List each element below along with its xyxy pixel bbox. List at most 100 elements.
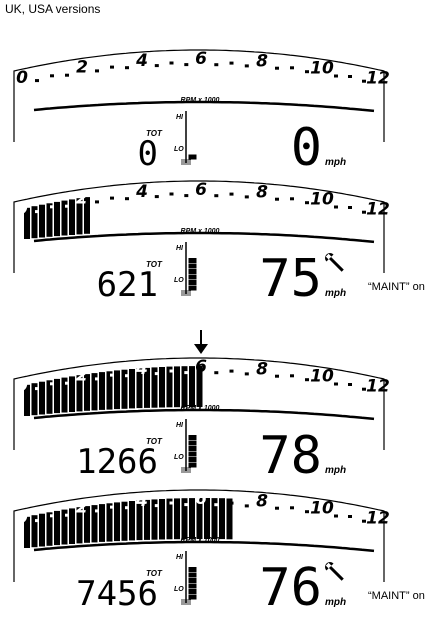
- rpm-bar-segment: [69, 376, 75, 412]
- rpm-tick-label: 4: [135, 51, 148, 71]
- rpm-bar-segment: [196, 366, 203, 407]
- rpm-tick-label: 8: [256, 51, 268, 71]
- rpm-bar-segment: [174, 366, 180, 408]
- rpm-tick-dot: [305, 201, 309, 205]
- rpm-bar-segment: [76, 507, 83, 544]
- rpm-bar-segment: [129, 501, 135, 541]
- temp-segment: [188, 567, 197, 572]
- temp-segment: [189, 253, 196, 257]
- rpm-tick-label: 10: [310, 498, 334, 518]
- rpm-tick-dot: [229, 192, 234, 196]
- tot-label: TOT: [146, 129, 163, 138]
- rpm-tick-label: 12: [366, 377, 390, 397]
- rpm-bar-segment: [61, 377, 68, 413]
- rpm-bar-segment: [69, 199, 75, 235]
- rpm-tick-dot: [50, 205, 54, 209]
- rpm-tick-dot: [110, 505, 114, 509]
- rpm-tick-dot: [169, 61, 174, 65]
- temp-hi-label: HI: [176, 422, 184, 429]
- temp-segment: [188, 583, 197, 589]
- wrench-handle: [328, 565, 344, 581]
- odometer-value: 1266: [76, 442, 158, 482]
- rpm-bar-segment: [24, 384, 30, 416]
- rpm-tick-dot: [154, 504, 159, 508]
- wrench-head: [325, 562, 334, 571]
- temp-segment: [188, 280, 197, 285]
- rpm-tick-dot: [214, 371, 219, 375]
- rpm-bar-segment: [46, 203, 53, 237]
- rpm-scale-label: RPM x 1000: [181, 228, 220, 235]
- rpm-bar-segment: [174, 498, 180, 540]
- rpm-tick-dot: [95, 509, 99, 513]
- rpm-tick-dot: [214, 503, 219, 507]
- rpm-bar-segment: [196, 498, 203, 539]
- rpm-bar-segment: [76, 198, 83, 235]
- rpm-tick-dot: [154, 372, 159, 376]
- wrench-head: [325, 253, 334, 262]
- temp-segment: [189, 430, 196, 434]
- rpm-bar-segment: [39, 513, 45, 547]
- rpm-tick-dot: [169, 192, 174, 196]
- temp-segment: [188, 263, 197, 269]
- speed-unit: mph: [325, 288, 346, 299]
- rpm-scale-label: RPM x 1000: [181, 405, 220, 412]
- tot-label: TOT: [146, 569, 163, 578]
- rpm-bar-segment: [76, 375, 83, 412]
- wrench-icon: [325, 562, 344, 581]
- rpm-scale-arc: [33, 540, 375, 553]
- rpm-scale-arc: [33, 100, 375, 113]
- rpm-tick-label: 6: [195, 357, 207, 377]
- rpm-scale-label: RPM x 1000: [181, 537, 220, 544]
- rpm-bar-segment: [99, 372, 105, 410]
- rpm-tick-dot: [334, 382, 338, 386]
- rpm-tick-dot: [290, 197, 294, 201]
- rpm-tick-label: 2: [76, 57, 88, 77]
- rpm-bar-segment: [54, 378, 60, 414]
- rpm-tick-label: 12: [366, 509, 390, 529]
- tot-label: TOT: [146, 437, 163, 446]
- maint-note: “MAINT” on: [368, 590, 425, 602]
- temp-segment: [188, 589, 197, 594]
- rpm-tick-dot: [154, 64, 159, 68]
- rpm-bar-segment: [61, 200, 68, 236]
- rpm-bar-segment: [121, 501, 128, 541]
- maint-note: “MAINT” on: [368, 281, 425, 293]
- rpm-bar-segment: [84, 197, 90, 234]
- rpm-tick-dot: [348, 75, 352, 78]
- odometer-value: 7456: [76, 574, 158, 614]
- rpm-tick-dot: [275, 506, 279, 510]
- temp-segment: [189, 562, 196, 566]
- rpm-bar-segment: [39, 381, 45, 415]
- rpm-tick-dot: [169, 501, 174, 505]
- rpm-tick-label: 4: [135, 182, 148, 202]
- rpm-tick-label: 8: [256, 359, 268, 379]
- rpm-tick-dot: [50, 382, 54, 386]
- temp-segment: [188, 457, 197, 462]
- rpm-tick-dot: [244, 504, 249, 508]
- rpm-tick-dot: [305, 70, 309, 74]
- rpm-tick-dot: [65, 204, 69, 208]
- rpm-bar-segment: [151, 367, 158, 408]
- gauge-frame: [13, 180, 385, 273]
- rpm-tick-dot: [229, 501, 234, 505]
- rpm-bar-segment: [129, 369, 135, 409]
- rpm-tick-dot: [362, 519, 366, 523]
- temp-lo-label: LO: [174, 586, 184, 593]
- rpm-tick-dot: [35, 387, 39, 391]
- temp-segment: [188, 258, 197, 263]
- rpm-tick-label: 6: [195, 180, 207, 200]
- rpm-tick-dot: [244, 64, 249, 68]
- rpm-tick-dot: [35, 519, 39, 523]
- rpm-tick-label: 10: [310, 189, 334, 209]
- gauge-frame: [13, 489, 385, 582]
- rpm-bar-segment: [99, 504, 105, 542]
- temp-segment: [189, 248, 196, 252]
- rpm-tick-dot: [184, 503, 189, 507]
- rpm-tick-dot: [154, 195, 159, 199]
- rpm-tick-dot: [110, 373, 114, 377]
- rpm-bar-segment: [121, 369, 128, 409]
- odometer-value: 0: [138, 134, 158, 174]
